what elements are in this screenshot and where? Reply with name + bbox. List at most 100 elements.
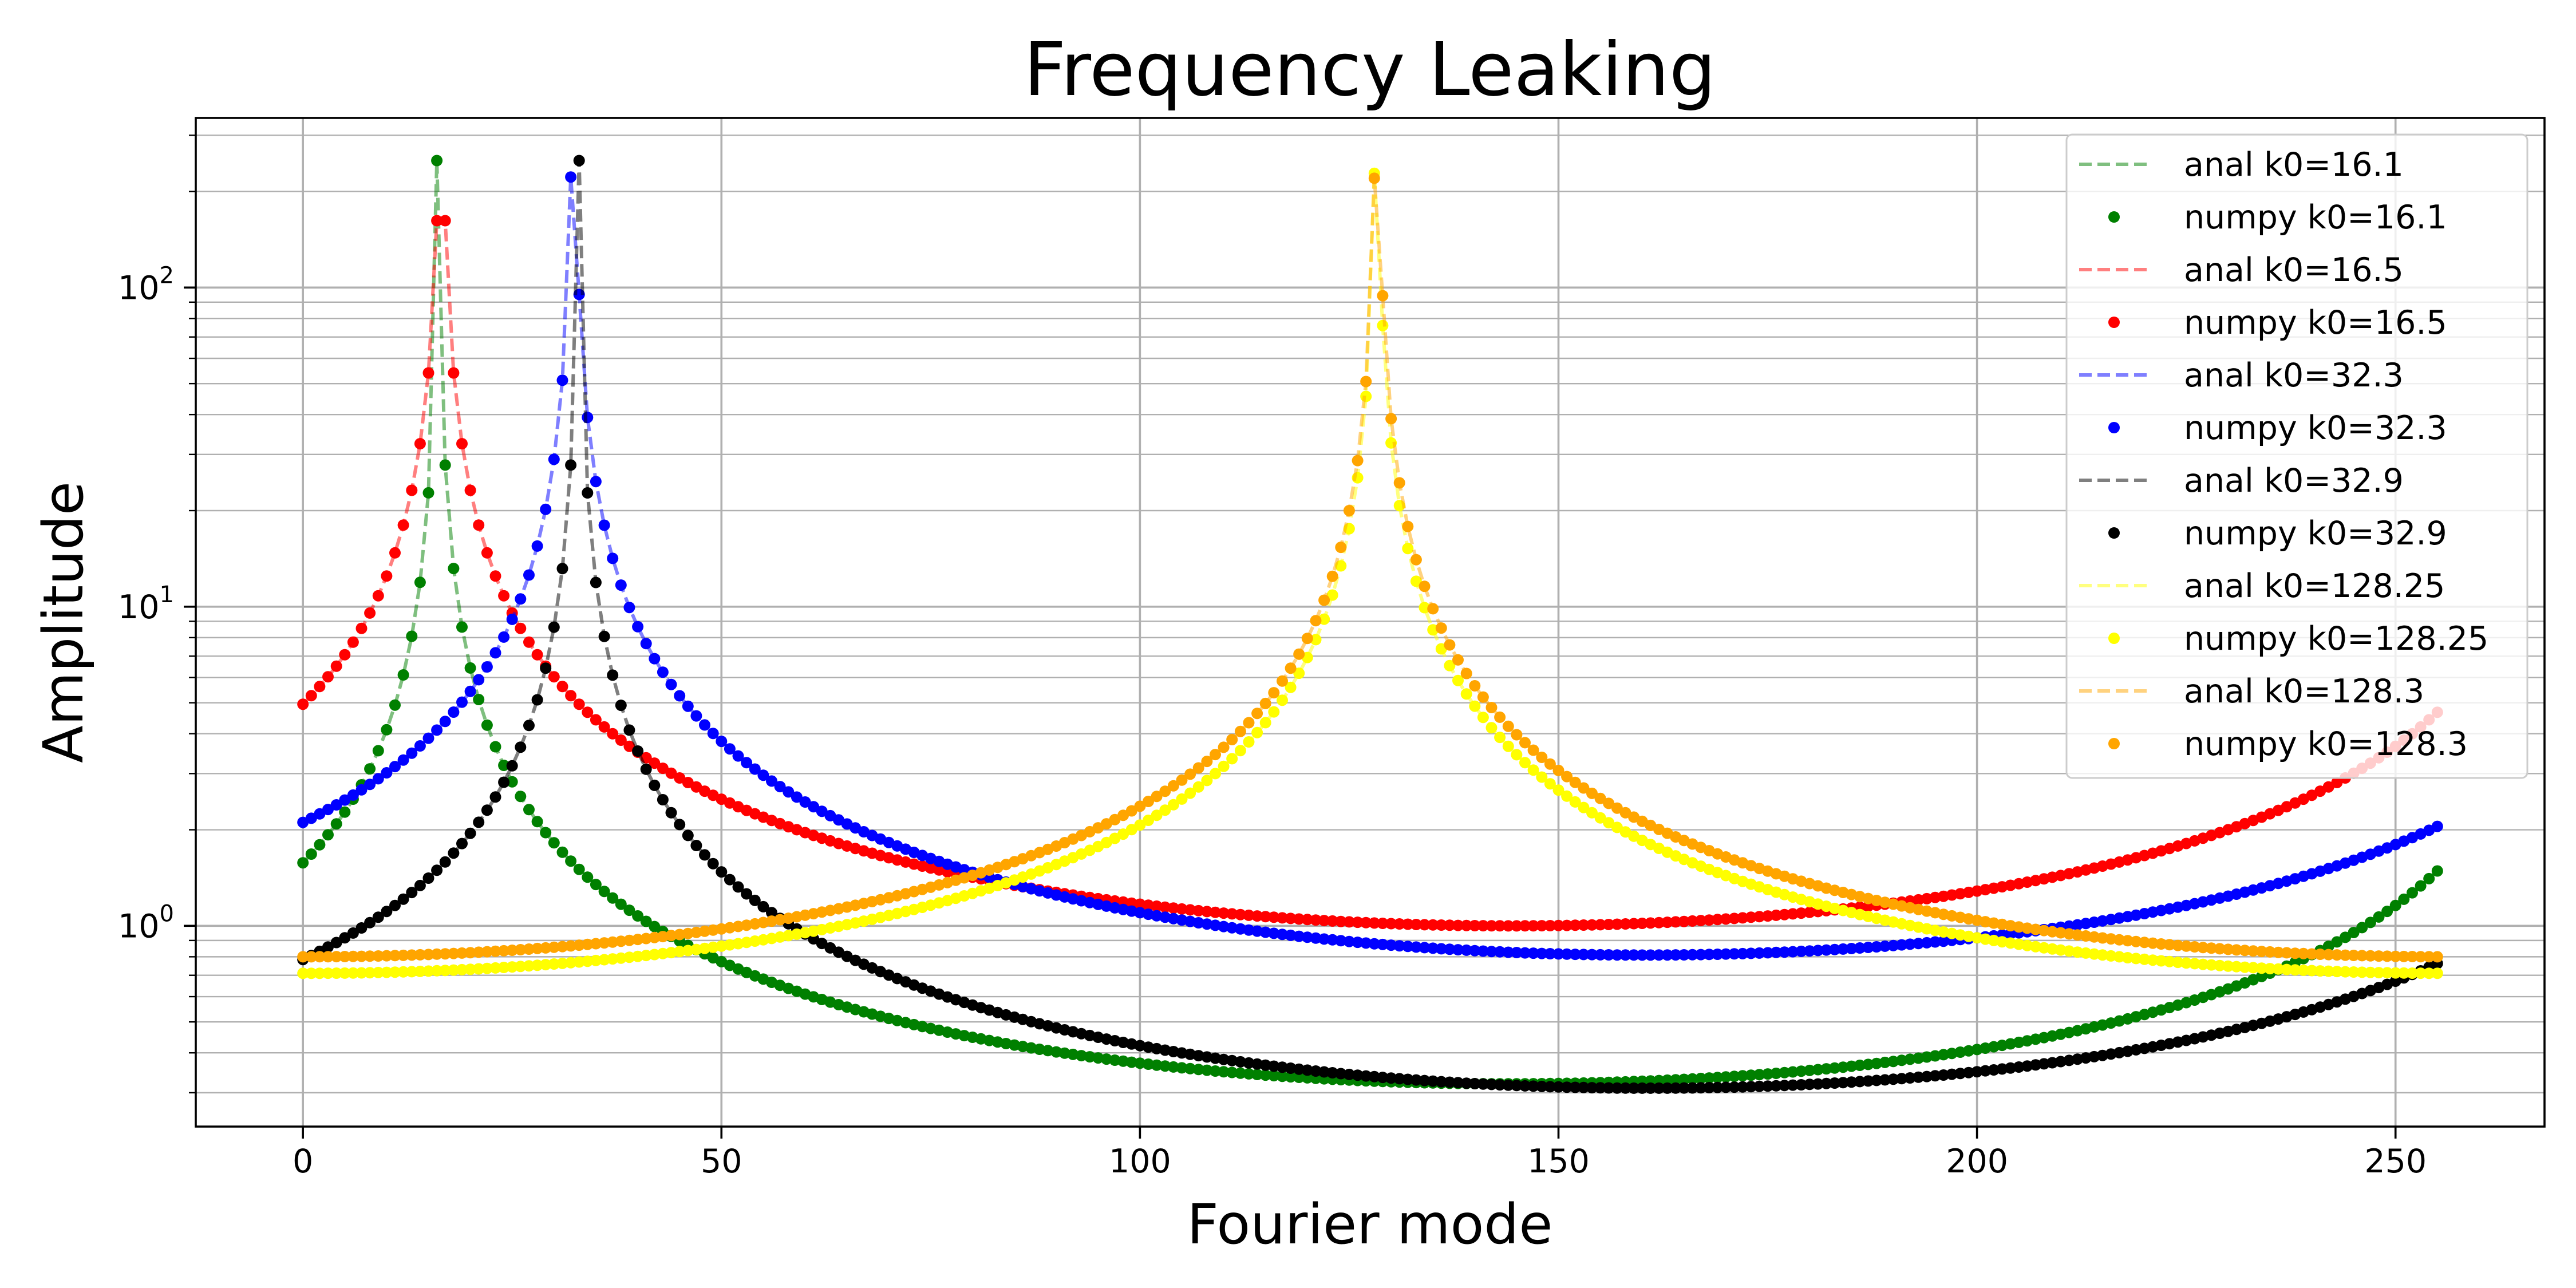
data-point xyxy=(1318,915,1330,927)
data-point xyxy=(573,863,585,875)
data-point xyxy=(1712,914,1724,926)
data-point xyxy=(1879,940,1891,952)
data-point xyxy=(1402,918,1414,930)
data-point xyxy=(372,966,384,978)
data-point xyxy=(1737,947,1749,959)
legend-label: anal k0=16.5 xyxy=(2184,251,2404,289)
data-point xyxy=(406,747,418,759)
data-point xyxy=(1435,943,1447,955)
data-point xyxy=(1670,949,1682,961)
data-point xyxy=(489,570,501,582)
data-point xyxy=(2013,921,2025,933)
data-point xyxy=(1460,919,1472,931)
data-point xyxy=(456,696,468,708)
data-point xyxy=(1477,712,1489,724)
data-point xyxy=(1485,722,1498,734)
data-point xyxy=(1913,938,1925,950)
data-point xyxy=(515,961,527,973)
data-point xyxy=(1318,1066,1330,1078)
data-point xyxy=(1268,911,1280,923)
data-point xyxy=(1234,725,1246,737)
data-point xyxy=(1586,787,1598,799)
data-point xyxy=(1469,680,1481,692)
data-point xyxy=(1544,758,1556,770)
data-point xyxy=(1435,622,1447,634)
data-point xyxy=(1753,1069,1765,1081)
data-point xyxy=(1310,634,1322,646)
data-point xyxy=(305,951,317,963)
data-point xyxy=(1938,935,1950,947)
data-point xyxy=(1695,1072,1707,1084)
data-point xyxy=(774,914,786,926)
data-point xyxy=(1377,1072,1389,1084)
data-point xyxy=(1176,1062,1188,1074)
data-point xyxy=(2281,963,2293,975)
data-point xyxy=(355,784,368,796)
data-point xyxy=(548,958,560,970)
data-point xyxy=(1385,918,1397,930)
data-point xyxy=(1452,1077,1464,1089)
data-point xyxy=(1218,1066,1230,1078)
data-point xyxy=(615,700,627,712)
data-point xyxy=(1779,946,1791,958)
data-point xyxy=(640,915,652,927)
data-point xyxy=(431,215,443,227)
data-point xyxy=(2331,777,2343,788)
data-point xyxy=(431,155,443,167)
data-point xyxy=(1712,949,1724,960)
data-point xyxy=(1929,936,1941,948)
data-point xyxy=(2088,931,2100,943)
data-point xyxy=(573,155,585,167)
data-point xyxy=(1511,1080,1523,1092)
data-point xyxy=(1511,920,1523,932)
data-point xyxy=(1619,949,1631,961)
data-point xyxy=(481,547,493,559)
data-point xyxy=(2273,946,2284,958)
data-point xyxy=(1293,1063,1305,1075)
data-point xyxy=(2180,940,2192,952)
data-point xyxy=(381,570,393,582)
data-point xyxy=(590,714,602,726)
data-point xyxy=(355,622,368,634)
data-point xyxy=(1938,1069,1950,1081)
data-point xyxy=(1686,915,1698,927)
data-point xyxy=(1980,933,1992,945)
data-point xyxy=(1519,1080,1531,1092)
data-point xyxy=(699,719,710,731)
data-point xyxy=(2021,939,2033,951)
data-point xyxy=(1795,1079,1807,1091)
data-point xyxy=(1419,1074,1431,1086)
y-axis-label: Amplitude xyxy=(31,481,96,763)
x-axis-label: Fourier mode xyxy=(1187,1192,1553,1257)
data-point xyxy=(2030,941,2041,953)
data-point xyxy=(2130,953,2142,965)
data-point xyxy=(540,662,552,674)
data-point xyxy=(1393,1073,1405,1085)
data-point xyxy=(565,690,577,702)
data-point xyxy=(381,724,393,736)
data-point xyxy=(364,967,376,979)
data-point xyxy=(741,919,753,931)
data-point xyxy=(422,732,434,744)
data-point xyxy=(816,805,828,817)
data-point xyxy=(2431,951,2443,963)
data-point xyxy=(347,950,359,962)
data-point xyxy=(598,937,610,949)
data-point xyxy=(1552,1081,1564,1093)
data-point xyxy=(322,804,334,816)
data-point xyxy=(1326,934,1338,946)
data-point xyxy=(2214,959,2226,971)
data-point xyxy=(1469,700,1481,712)
data-point xyxy=(1980,1042,1992,1054)
data-point xyxy=(355,922,368,934)
data-point xyxy=(657,794,669,805)
data-point xyxy=(1377,918,1389,929)
data-point xyxy=(1318,933,1330,945)
data-point xyxy=(422,949,434,961)
data-point xyxy=(1787,946,1799,958)
data-point xyxy=(2155,955,2167,967)
data-point xyxy=(1268,687,1280,699)
data-point xyxy=(2055,927,2067,939)
data-point xyxy=(1326,570,1338,582)
